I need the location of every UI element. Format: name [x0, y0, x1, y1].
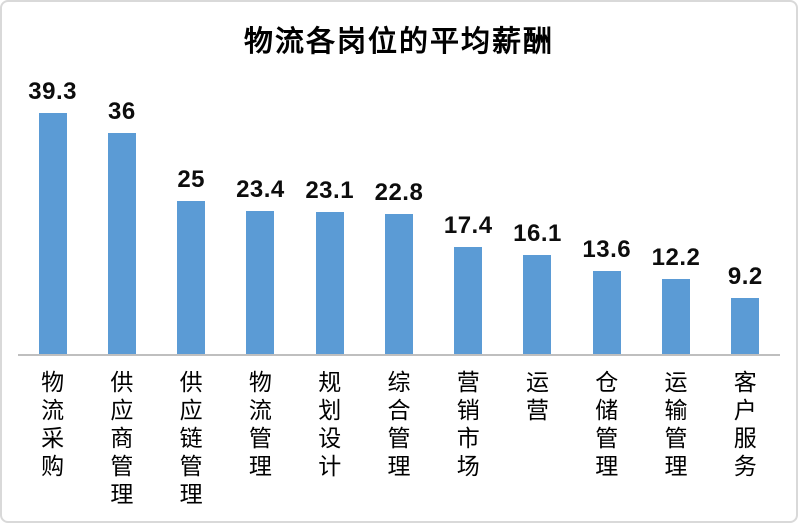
chart-title: 物流各岗位的平均薪酬 [243, 26, 554, 58]
bar [731, 298, 760, 354]
bar [384, 214, 413, 354]
data-label: 12.2 [651, 244, 701, 271]
category-label: 仓储管理 [595, 369, 619, 479]
category-label-cell: 供应链管理 [157, 368, 226, 508]
data-label: 25 [177, 166, 206, 193]
bar-column: 23.4 [226, 176, 295, 354]
category-label-cell: 规划设计 [295, 368, 364, 508]
bar-column: 36 [87, 98, 156, 354]
bar-column: 13.6 [572, 236, 641, 354]
bar-column: 23.1 [295, 177, 364, 354]
bar [107, 133, 136, 354]
category-label-cell: 运营 [503, 368, 572, 508]
category-label: 客户服务 [733, 369, 757, 479]
category-label-cell: 仓储管理 [572, 368, 641, 508]
bar-column: 12.2 [641, 244, 710, 354]
bar-column: 16.1 [503, 220, 572, 354]
category-label: 营销市场 [456, 369, 480, 479]
category-label: 规划设计 [318, 369, 342, 479]
data-label: 13.6 [582, 236, 632, 263]
category-label-cell: 综合管理 [364, 368, 433, 508]
category-label: 物流采购 [41, 369, 65, 479]
plot-area: 39.3 36 25 23.4 23.1 22.8 17.4 16.1 13.6 12.2 9.2 [18, 62, 780, 354]
bar [454, 247, 483, 354]
bar [315, 212, 344, 354]
bar [592, 271, 621, 354]
data-label: 22.8 [374, 179, 424, 206]
data-label: 39.3 [28, 78, 77, 105]
category-label-cell: 运输管理 [641, 368, 710, 508]
category-label: 物流管理 [248, 369, 272, 479]
category-label-cell: 客户服务 [711, 368, 780, 508]
category-label: 运输管理 [664, 369, 688, 479]
data-label: 36 [108, 98, 136, 125]
data-label: 17.4 [443, 212, 493, 239]
bar [523, 255, 552, 354]
data-label: 23.4 [236, 176, 285, 203]
category-label: 运营 [525, 369, 549, 423]
bar-column: 22.8 [364, 179, 433, 354]
bar [246, 211, 275, 354]
category-label: 综合管理 [387, 369, 411, 479]
data-label: 16.1 [513, 220, 562, 247]
category-label: 供应商管理 [110, 369, 134, 507]
data-label: 9.2 [727, 263, 763, 290]
category-label-cell: 营销市场 [434, 368, 503, 508]
bar [177, 201, 206, 354]
bar-column: 17.4 [434, 212, 503, 354]
category-label-cell: 供应商管理 [87, 368, 156, 508]
category-label: 供应链管理 [179, 369, 203, 507]
bar [38, 113, 67, 354]
bar-column: 9.2 [711, 263, 780, 354]
category-label-cell: 物流采购 [18, 368, 87, 508]
x-axis-line [18, 354, 780, 356]
data-label: 23.1 [305, 177, 355, 204]
category-axis: 物流采购 供应商管理 供应链管理 物流管理 规划设计 综合管理 营销市场 运营 仓储管理 运输管理… [18, 368, 780, 508]
bar-column: 39.3 [18, 78, 87, 354]
bar [662, 279, 691, 354]
category-label-cell: 物流管理 [226, 368, 295, 508]
bar-column: 25 [157, 166, 226, 354]
